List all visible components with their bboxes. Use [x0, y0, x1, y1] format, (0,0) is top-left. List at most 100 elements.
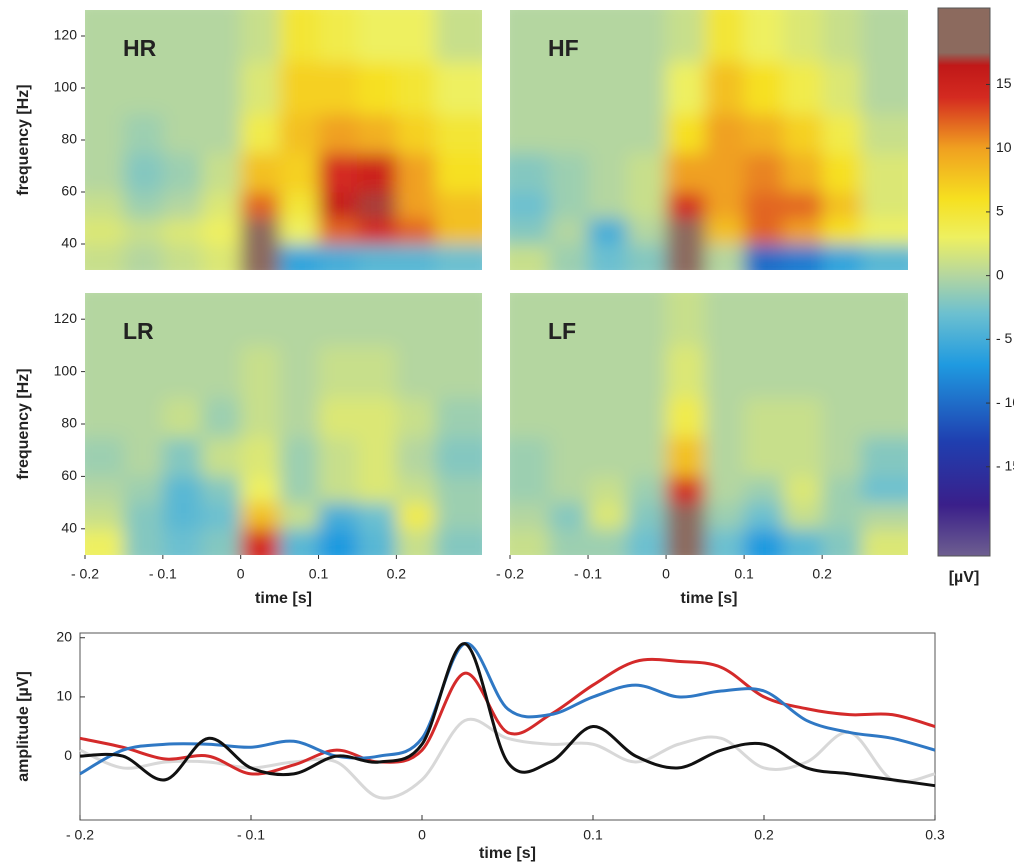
- heat-cell: [705, 192, 745, 219]
- heat-cell: [163, 437, 203, 477]
- heat-cell: [163, 398, 203, 438]
- heat-cell: [124, 345, 164, 398]
- heat-cell: [163, 244, 203, 285]
- heat-cell: [549, 218, 589, 245]
- heat-cell: [861, 192, 922, 219]
- heat-cell: [241, 437, 281, 477]
- x-tick-label: - 0.1: [149, 566, 177, 582]
- heat-cell: [396, 437, 436, 477]
- heat-cell: [496, 0, 550, 63]
- x-axis-label: time [s]: [255, 590, 312, 607]
- heat-cell: [202, 153, 242, 193]
- heat-cell: [783, 398, 823, 438]
- heat-cell: [241, 529, 281, 570]
- heat-cell: [124, 476, 164, 503]
- y-tick-label: 60: [61, 183, 77, 199]
- heat-cell: [666, 244, 706, 285]
- heat-cell: [783, 345, 823, 398]
- plot-frame: [80, 633, 935, 820]
- heat-cell: [202, 62, 242, 115]
- heat-cell: [357, 62, 397, 115]
- heat-cell: [435, 476, 496, 503]
- heat-cell: [319, 437, 359, 477]
- heat-cell: [357, 345, 397, 398]
- heat-cell: [71, 153, 125, 193]
- heat-cell: [202, 192, 242, 219]
- heat-cell: [666, 476, 706, 503]
- heat-cell: [861, 279, 922, 346]
- heat-cell: [202, 279, 242, 346]
- heat-cell: [588, 62, 628, 115]
- heat-cell: [705, 279, 745, 346]
- heat-cell: [783, 153, 823, 193]
- heat-cell: [783, 437, 823, 477]
- heat-cell: [241, 62, 281, 115]
- heat-cell: [202, 345, 242, 398]
- heat-cell: [666, 192, 706, 219]
- heat-cell: [496, 503, 550, 530]
- heat-cell: [496, 476, 550, 503]
- heat-cell: [241, 345, 281, 398]
- heat-cell: [588, 437, 628, 477]
- heat-cell: [319, 345, 359, 398]
- x-tick-label: 0: [418, 827, 426, 843]
- heat-cell: [744, 345, 784, 398]
- x-tick-label: - 0.1: [237, 827, 265, 843]
- heat-cell: [744, 244, 784, 285]
- heat-cell: [241, 114, 281, 154]
- heat-cell: [861, 503, 922, 530]
- heat-cell: [396, 345, 436, 398]
- heat-cell: [496, 218, 550, 245]
- colorbar-tick-label: 15: [996, 75, 1012, 91]
- heat-cell: [124, 503, 164, 530]
- heat-cell: [357, 529, 397, 570]
- heat-cell: [744, 437, 784, 477]
- heat-cell: [496, 345, 550, 398]
- heat-cell: [280, 529, 320, 570]
- heat-cell: [705, 503, 745, 530]
- heat-cell: [822, 437, 862, 477]
- heat-cell: [202, 476, 242, 503]
- panel-label: LR: [123, 318, 154, 344]
- heat-cell: [666, 153, 706, 193]
- heat-cell: [666, 218, 706, 245]
- heat-cell: [549, 503, 589, 530]
- heat-cell: [627, 529, 667, 570]
- heat-cell: [861, 62, 922, 115]
- heat-cell: [496, 62, 550, 115]
- heat-cell: [280, 153, 320, 193]
- heat-cell: [396, 244, 436, 285]
- heat-cell: [666, 529, 706, 570]
- heat-cell: [124, 398, 164, 438]
- heat-cell: [822, 192, 862, 219]
- y-tick-label: 120: [54, 310, 78, 326]
- heat-cell: [744, 192, 784, 219]
- heat-cell: [202, 114, 242, 154]
- heat-cell: [496, 529, 550, 570]
- heat-cell: [319, 476, 359, 503]
- heat-cell: [396, 153, 436, 193]
- x-tick-label: 0.1: [734, 566, 754, 582]
- heat-cell: [124, 192, 164, 219]
- heat-cell: [124, 153, 164, 193]
- heat-cell: [549, 62, 589, 115]
- heat-cell: [783, 62, 823, 115]
- y-tick-label: 80: [61, 131, 77, 147]
- heat-cell: [666, 62, 706, 115]
- x-axis-label: time [s]: [479, 845, 536, 862]
- heat-cell: [783, 114, 823, 154]
- heat-cell: [319, 398, 359, 438]
- heat-cell: [822, 503, 862, 530]
- heat-cell: [822, 62, 862, 115]
- heat-cell: [202, 503, 242, 530]
- heat-cell: [588, 279, 628, 346]
- colorbar-tick-label: - 10: [996, 394, 1014, 410]
- heat-cell: [705, 62, 745, 115]
- heat-cell: [319, 244, 359, 285]
- heat-cell: [744, 114, 784, 154]
- y-tick-label: 60: [61, 467, 77, 483]
- heat-cell: [783, 476, 823, 503]
- x-tick-label: - 0.1: [574, 566, 602, 582]
- heat-cell: [124, 437, 164, 477]
- heat-cell: [435, 153, 496, 193]
